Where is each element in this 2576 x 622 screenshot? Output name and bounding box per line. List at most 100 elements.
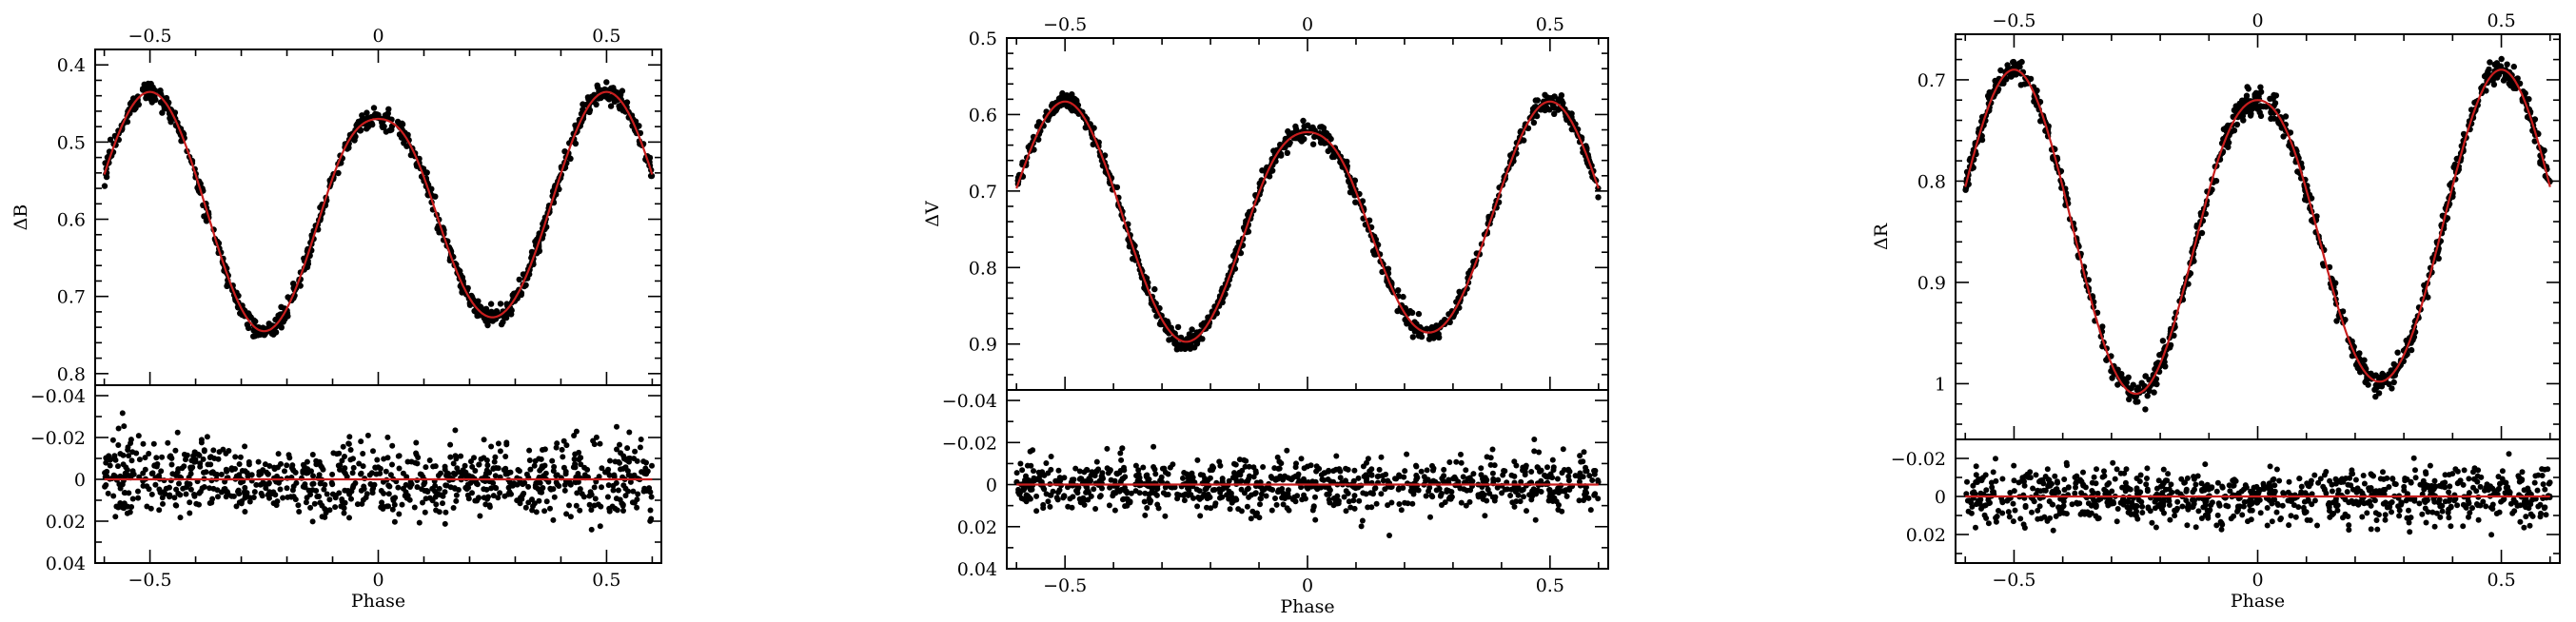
data-point [2256, 109, 2263, 116]
residual-point [1257, 496, 1264, 502]
residual-point [1055, 467, 1062, 474]
residual-point [1054, 496, 1061, 503]
residual-point [379, 499, 385, 506]
data-point [1188, 341, 1194, 348]
residual-point [618, 450, 624, 457]
y-tick-label: 0.8 [969, 258, 997, 279]
residual-point [468, 458, 474, 465]
data-point [252, 318, 259, 325]
residual-point [1096, 494, 1103, 500]
residual-point [233, 473, 240, 479]
residual-point [476, 461, 482, 468]
data-point [394, 118, 402, 126]
residual-point [572, 451, 579, 457]
residual-point [1232, 461, 1239, 468]
residual-point [514, 497, 521, 504]
residual-point [490, 493, 497, 499]
residual-point [1091, 472, 1097, 478]
data-point [2225, 144, 2232, 150]
residual-point [1414, 475, 1421, 481]
residual-point [303, 499, 309, 506]
residual-point [1107, 467, 1113, 474]
data-point [1182, 345, 1189, 353]
residual-point [1528, 496, 1535, 503]
residual-point [181, 451, 187, 457]
residual-point [105, 490, 111, 496]
residual-point [1210, 464, 1217, 471]
y-axis-label: ΔB [10, 204, 31, 231]
residual-point [1335, 500, 1342, 507]
residual-point [201, 469, 206, 476]
data-point [251, 333, 258, 340]
residual-point [1521, 467, 1527, 474]
residual-point [136, 457, 143, 463]
residual-point [129, 496, 136, 502]
residual-point [1251, 491, 1258, 497]
residual-point [1312, 494, 1318, 500]
residual-point [346, 491, 353, 497]
data-point [124, 118, 131, 126]
data-point [1595, 194, 1602, 201]
residual-point [1272, 496, 1278, 501]
residual-point [1490, 478, 1497, 484]
residual-point [395, 484, 402, 491]
data-point [2159, 338, 2167, 344]
residual-point [1508, 486, 1515, 493]
residual-point [1453, 458, 1460, 465]
residual-point [521, 490, 527, 496]
residual-point [1442, 499, 1448, 506]
residual-point [584, 466, 591, 473]
residual-point [284, 462, 290, 469]
residual-point [1092, 506, 1099, 512]
residual-point [221, 486, 227, 493]
data-point [374, 111, 381, 118]
residual-point [1143, 474, 1150, 480]
data-point [2142, 406, 2149, 413]
residual-point [1167, 464, 1173, 471]
residual-point [216, 449, 223, 456]
residual-point [1444, 489, 1450, 495]
top-x-tick-label: −0.5 [1992, 10, 2035, 31]
residual-point [1242, 463, 1249, 470]
residual-point [1466, 498, 1473, 505]
residual-point [1428, 493, 1435, 499]
residual-point [196, 490, 203, 496]
residual-point [1260, 464, 1267, 470]
y-tick-label: 0.7 [1917, 70, 1946, 91]
residual-point [235, 488, 241, 495]
residual-point [1582, 492, 1588, 497]
residual-point [495, 495, 501, 501]
data-point [1297, 136, 1304, 143]
residual-point [311, 500, 318, 507]
residual-point [638, 437, 644, 442]
residual-point [1413, 463, 1420, 470]
residual-point [113, 503, 120, 510]
residual-point [1489, 446, 1496, 453]
residual-point [577, 507, 583, 514]
residual-point [635, 491, 641, 497]
residual-point [245, 473, 251, 479]
residual-point [502, 454, 509, 459]
residual-point [1446, 459, 1453, 465]
data-point [2142, 373, 2149, 379]
residual-point [1507, 493, 1514, 498]
residual-point [1271, 465, 1278, 472]
residual-point [453, 456, 460, 462]
residual-point [1330, 468, 1337, 475]
residual-point [1424, 467, 1430, 474]
residual-point [2011, 462, 2017, 469]
residual-point [342, 454, 347, 459]
residual-point [511, 480, 518, 487]
residual-point [389, 506, 396, 513]
residual-point [104, 468, 110, 475]
residual-point [156, 507, 163, 514]
residual-point [497, 490, 503, 496]
residual-point [648, 515, 655, 522]
residual-point [1132, 462, 1139, 469]
x-tick-label: 0.5 [592, 570, 620, 591]
residual-point [160, 500, 166, 507]
residual-point [326, 507, 333, 514]
residual-point [159, 454, 166, 460]
residual-point [1290, 475, 1296, 481]
residual-point [404, 493, 411, 499]
